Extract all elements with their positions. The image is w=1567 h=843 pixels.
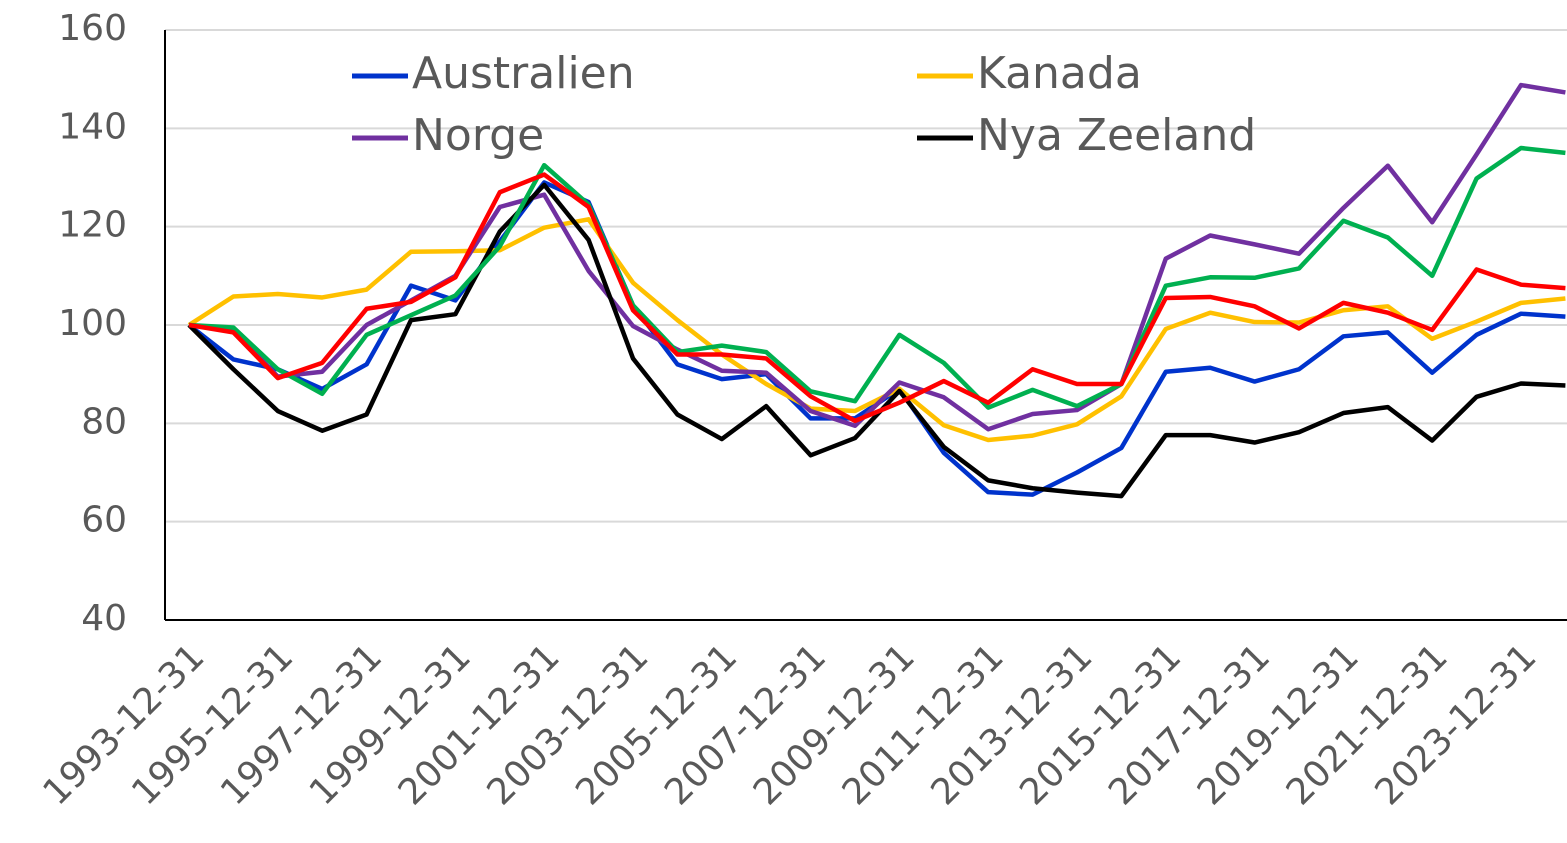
y-tick-label: 40 bbox=[81, 598, 127, 639]
y-tick-label: 140 bbox=[58, 106, 127, 147]
y-tick-label: 60 bbox=[81, 500, 127, 541]
legend-label: Norge bbox=[412, 110, 544, 161]
y-tick-label: 120 bbox=[58, 205, 127, 246]
legend-label: Australien bbox=[412, 48, 635, 99]
series-line bbox=[187, 182, 1566, 499]
legend-label: Nya Zeeland bbox=[977, 110, 1256, 161]
series-line bbox=[188, 145, 1566, 410]
series-line bbox=[187, 180, 1566, 497]
y-tick-label: 100 bbox=[58, 303, 127, 344]
y-tick-label: 160 bbox=[58, 8, 127, 49]
legend-label: Kanada bbox=[977, 48, 1142, 99]
series-line bbox=[187, 217, 1566, 443]
series-line bbox=[188, 172, 1566, 424]
y-tick-label: 80 bbox=[81, 401, 127, 442]
